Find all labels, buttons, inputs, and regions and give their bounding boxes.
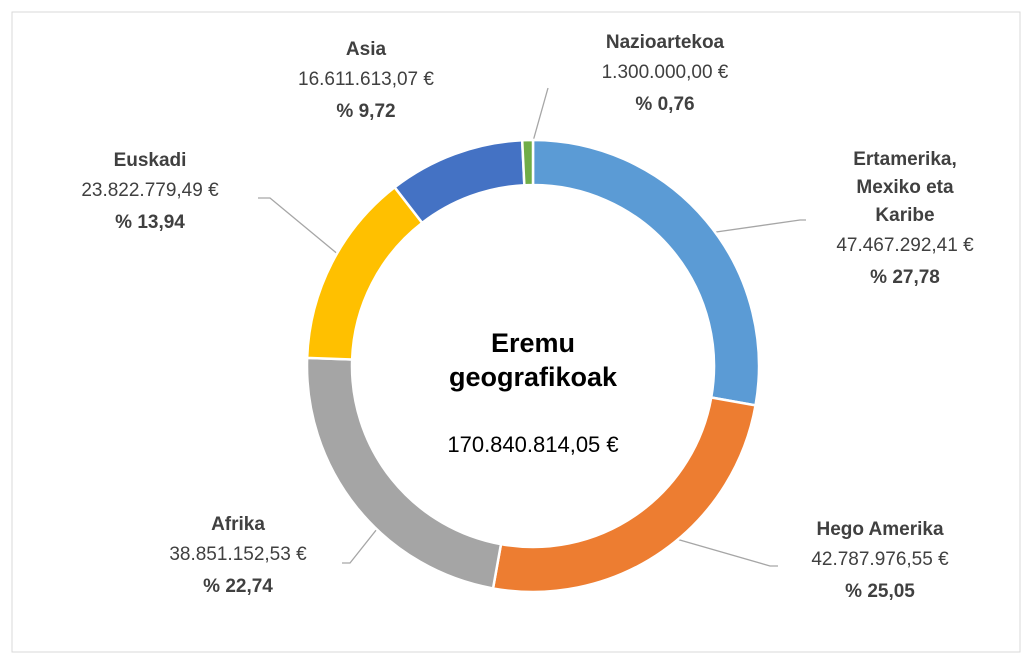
value-label: 1.300.000,00 € bbox=[602, 62, 729, 83]
percent-sign: % bbox=[870, 267, 887, 288]
percent-sign: % bbox=[845, 581, 862, 602]
percent-value: 27,78 bbox=[892, 267, 940, 288]
value-label: 16.611.613,07 € bbox=[298, 69, 434, 90]
percent-sign: % bbox=[635, 94, 652, 115]
value-label: 42.787.976,55 € bbox=[811, 549, 949, 570]
percent-value: 9,72 bbox=[359, 101, 396, 122]
percent-value: 22,74 bbox=[225, 576, 273, 597]
percent-sign: % bbox=[115, 212, 132, 233]
percent-label: % 0,76 bbox=[635, 94, 694, 115]
percent-label: % 9,72 bbox=[336, 101, 395, 122]
category-label: Afrika bbox=[211, 514, 265, 535]
percent-label: % 25,05 bbox=[845, 581, 915, 602]
leader-line bbox=[687, 219, 806, 237]
center-total: 170.840.814,05 € bbox=[447, 432, 618, 457]
percent-value: 13,94 bbox=[137, 212, 185, 233]
category-label: Asia bbox=[346, 39, 387, 60]
value-label: 23.822.779,49 € bbox=[81, 180, 219, 201]
percent-label: % 13,94 bbox=[115, 212, 185, 233]
percent-sign: % bbox=[203, 576, 220, 597]
donut-segment bbox=[520, 138, 535, 187]
percent-label: % 22,74 bbox=[203, 576, 273, 597]
value-label: 38.851.152,53 € bbox=[169, 544, 307, 565]
leader-line bbox=[258, 197, 358, 271]
value-label: 47.467.292,41 € bbox=[836, 235, 974, 256]
leader-line bbox=[644, 529, 778, 567]
category-label: Ertamerika, Mexiko eta Karibe bbox=[853, 149, 957, 226]
percent-label: % 27,78 bbox=[870, 267, 940, 288]
category-label: Hego Amerika bbox=[816, 519, 943, 540]
percent-value: 0,76 bbox=[658, 94, 695, 115]
percent-sign: % bbox=[336, 101, 353, 122]
percent-value: 25,05 bbox=[867, 581, 915, 602]
category-label: Euskadi bbox=[114, 150, 187, 171]
category-label: Nazioartekoa bbox=[606, 32, 725, 53]
center-title: Eremu geografikoak bbox=[449, 328, 618, 392]
